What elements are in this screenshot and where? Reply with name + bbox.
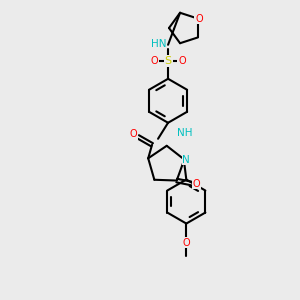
Text: N: N [182, 154, 190, 164]
Text: O: O [129, 129, 137, 139]
Text: NH: NH [177, 128, 193, 138]
Text: O: O [178, 56, 186, 66]
Text: O: O [193, 178, 200, 188]
Text: O: O [182, 238, 190, 248]
Text: HN: HN [151, 39, 166, 49]
Text: O: O [150, 56, 158, 66]
Text: O: O [195, 14, 203, 24]
Text: S: S [164, 56, 172, 66]
